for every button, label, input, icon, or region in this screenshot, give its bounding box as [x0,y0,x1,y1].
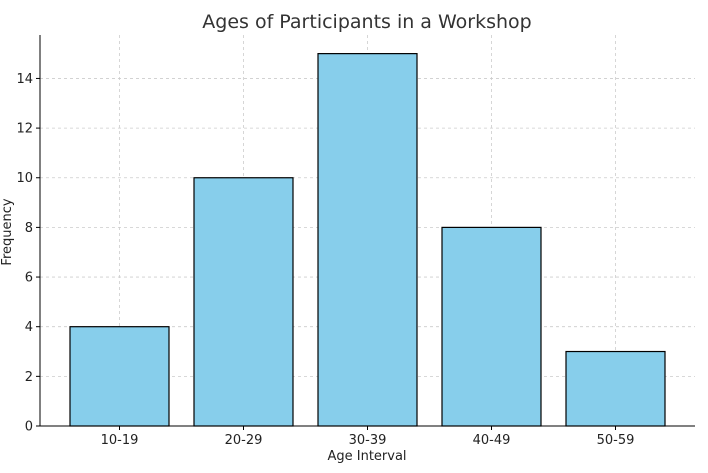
x-tick-label: 40-49 [473,433,511,448]
bar-50-59 [565,350,666,427]
y-tick-label: 0 [25,420,33,435]
x-tick-label: 20-29 [225,433,263,448]
x-tick-label: 50-59 [597,433,635,448]
y-tick-label: 6 [25,271,33,286]
x-tick-label: 10-19 [101,433,139,448]
x-axis-ticks: 10-19 20-29 30-39 40-49 50-59 [101,426,635,448]
y-axis-label: Frequency [0,198,15,265]
bars [69,53,666,427]
y-tick-label: 14 [16,72,33,87]
x-tick-label: 30-39 [349,433,387,448]
bar-20-29 [193,177,294,427]
y-axis-ticks: 0 2 4 6 8 10 12 14 [16,72,40,435]
y-tick-label: 10 [16,171,33,186]
x-axis-label: Age Interval [327,449,406,464]
bar-30-39 [317,53,418,427]
y-tick-label: 12 [16,122,33,137]
bar-10-19 [69,326,170,427]
y-tick-label: 2 [25,370,33,385]
y-tick-label: 4 [25,320,33,335]
chart-title: Ages of Participants in a Workshop [202,11,531,33]
y-tick-label: 8 [25,221,33,236]
bar-40-49 [441,226,542,427]
